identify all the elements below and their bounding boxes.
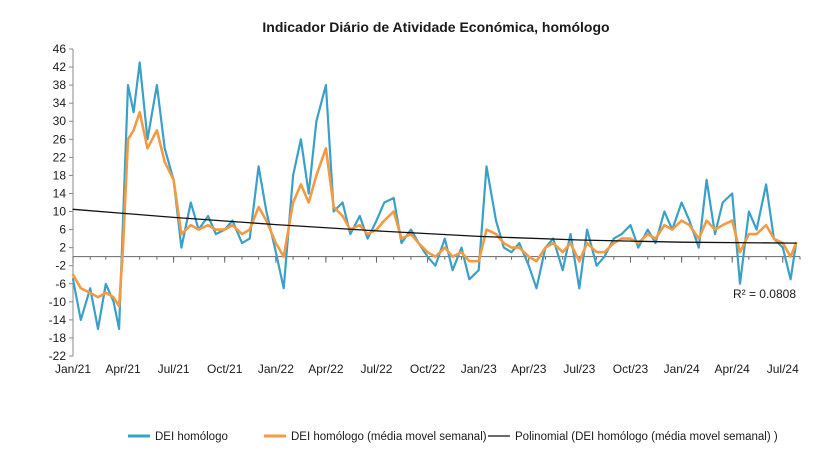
x-tick-label: Apr/24: [715, 362, 751, 376]
y-tick-label: -2: [55, 259, 66, 273]
y-tick-label: 14: [53, 186, 67, 200]
x-tick-label: Jul/23: [563, 362, 595, 376]
y-tick-label: 42: [53, 60, 67, 74]
y-tick-label: 10: [53, 205, 67, 219]
y-tick-label: -14: [49, 313, 67, 327]
x-tick-label: Jan/21: [55, 362, 91, 376]
y-tick-label: 2: [59, 241, 66, 255]
x-tick-label: Oct/22: [410, 362, 446, 376]
y-tick-label: 6: [59, 223, 66, 237]
x-tick-label: Jul/24: [767, 362, 799, 376]
x-tick-label: Apr/21: [105, 362, 141, 376]
series-line-0: [71, 61, 798, 330]
legend-label-1: DEI homólogo (média movel semanal): [291, 431, 487, 443]
r-squared-annotation: R² = 0.0808: [733, 287, 796, 301]
y-tick-label: 34: [53, 96, 67, 110]
x-tick-label: Oct/21: [207, 362, 243, 376]
y-tick-label: 26: [53, 132, 67, 146]
y-tick-label: 38: [53, 78, 67, 92]
x-tick-label: Oct/23: [613, 362, 649, 376]
y-tick-label: 18: [53, 168, 67, 182]
x-axis: Jan/21 Apr/21 Jul/21 Oct/21 Jan/22 Apr/22 Jul/…: [55, 256, 801, 376]
chart-title: Indicador Diário de Atividade Económica,…: [262, 19, 609, 35]
x-tick-label: Jan/24: [664, 362, 700, 376]
legend-label-2: Polinomial (DEI homólogo (média movel se…: [515, 431, 778, 443]
legend-label-0: DEI homólogo: [155, 431, 228, 443]
y-tick-label: 30: [53, 114, 67, 128]
y-tick-label: -10: [49, 295, 67, 309]
y-tick-label: 22: [53, 150, 67, 164]
series-line-1: [71, 110, 798, 308]
y-tick-label: 46: [53, 42, 67, 56]
x-tick-label: Jan/23: [461, 362, 497, 376]
x-tick-label: Apr/23: [511, 362, 547, 376]
legend: DEI homólogo DEI homólogo (média movel se…: [128, 431, 778, 443]
y-tick-label: -22: [49, 349, 67, 363]
x-tick-label: Apr/22: [308, 362, 344, 376]
y-axis: 46 42 38 34 30 26 22 18 14 10 6 2 -2 -6 -10 -14 -18 -22: [49, 42, 74, 363]
y-tick-label: -6: [55, 277, 66, 291]
series-layer: [71, 61, 798, 330]
x-tick-label: Jan/22: [258, 362, 294, 376]
y-tick-label: -18: [49, 331, 67, 345]
series-line-2: [72, 208, 797, 244]
x-tick-label: Jul/21: [158, 362, 190, 376]
x-tick-label: Jul/22: [360, 362, 392, 376]
